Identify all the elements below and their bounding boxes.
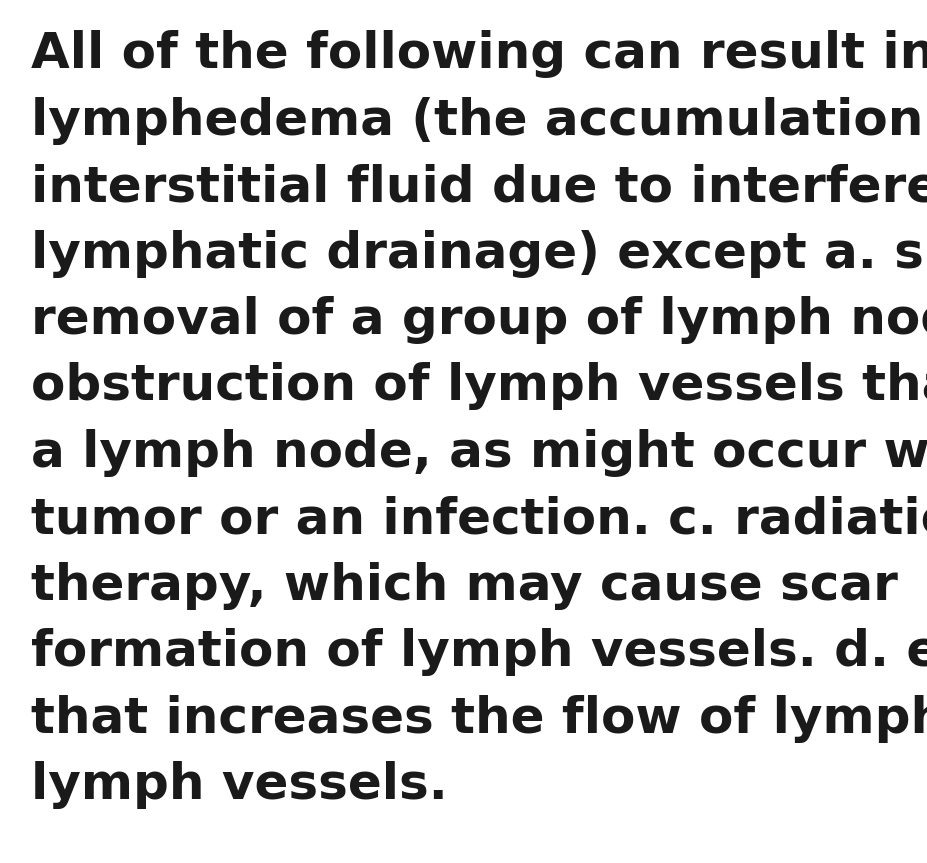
Text: lymph vessels.: lymph vessels. bbox=[31, 761, 448, 809]
Text: a lymph node, as might occur with a: a lymph node, as might occur with a bbox=[31, 429, 927, 477]
Text: that increases the flow of lymph in the: that increases the flow of lymph in the bbox=[31, 695, 927, 743]
Text: interstitial fluid due to interference with: interstitial fluid due to interference w… bbox=[31, 163, 927, 211]
Text: All of the following can result in: All of the following can result in bbox=[31, 30, 927, 79]
Text: therapy, which may cause scar: therapy, which may cause scar bbox=[31, 562, 897, 610]
Text: lymphedema (the accumulation of: lymphedema (the accumulation of bbox=[31, 97, 927, 145]
Text: removal of a group of lymph nodes. b.: removal of a group of lymph nodes. b. bbox=[31, 296, 927, 344]
Text: formation of lymph vessels. d. exercise: formation of lymph vessels. d. exercise bbox=[31, 628, 927, 677]
Text: obstruction of lymph vessels that drain: obstruction of lymph vessels that drain bbox=[31, 362, 927, 411]
Text: tumor or an infection. c. radiation: tumor or an infection. c. radiation bbox=[31, 495, 927, 544]
Text: lymphatic drainage) except a. surgical: lymphatic drainage) except a. surgical bbox=[31, 230, 927, 278]
